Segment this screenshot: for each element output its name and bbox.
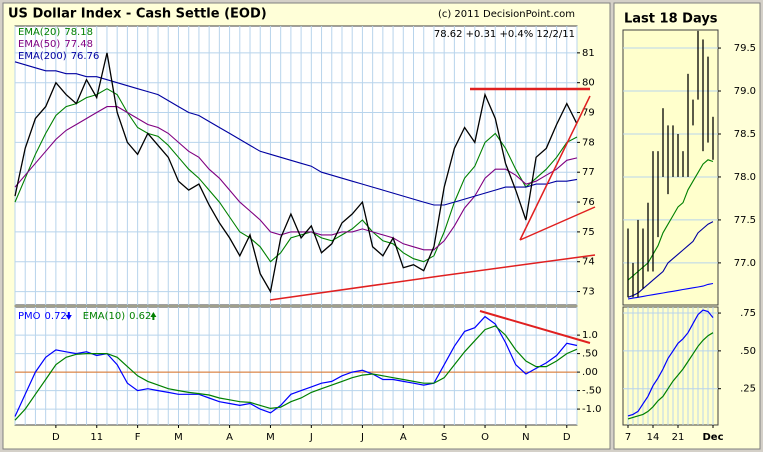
support-line <box>519 95 591 241</box>
y-tick-label: 79 <box>582 108 595 119</box>
x-tick-label: S <box>441 432 447 443</box>
legend-name: EMA(50) <box>18 39 60 50</box>
y-tick-label: 78.0 <box>734 172 756 183</box>
copyright: (c) 2011 DecisionPoint.com <box>438 9 575 20</box>
x-tick-label: F <box>135 432 141 443</box>
x-tick-label: N <box>522 432 529 443</box>
legend-value: 0.62 <box>129 311 151 322</box>
indicator-line <box>627 332 714 420</box>
side-price-panel <box>622 29 719 306</box>
y-tick-label: .50 <box>582 349 598 360</box>
chart-title: US Dollar Index - Cash Settle (EOD) <box>8 7 267 22</box>
price-line <box>14 52 578 294</box>
legend-name: EMA(200) <box>18 51 67 62</box>
ema-line <box>627 221 714 298</box>
x-tick-label: 21 <box>672 432 685 443</box>
side-title: Last 18 Days <box>624 12 718 27</box>
y-tick-label: .00 <box>582 367 598 378</box>
y-tick-label: .75 <box>740 308 756 319</box>
ema-line <box>627 159 714 281</box>
x-tick-label: M <box>174 432 183 443</box>
y-tick-label: -.50 <box>582 386 602 397</box>
x-tick-label: O <box>481 432 489 443</box>
support-line <box>439 254 596 277</box>
support-line <box>519 206 596 241</box>
x-tick-label: J <box>309 432 313 443</box>
trend-arrow <box>150 312 157 320</box>
price-panel <box>14 25 578 306</box>
x-tick-label: Dec <box>702 432 723 443</box>
x-tick-label: D <box>563 432 571 443</box>
legend-value: 78.18 <box>64 27 93 38</box>
legend-entry: EMA(50) 77.48 <box>18 39 93 50</box>
legend-entry: EMA(10) 0.62 <box>83 311 152 322</box>
x-tick-label: D <box>52 432 60 443</box>
ema-line <box>627 282 714 300</box>
legend-value: 77.48 <box>64 39 93 50</box>
ema-line <box>14 106 578 251</box>
legend-entry: PMO 0.72 <box>18 311 67 322</box>
indicator-line <box>627 309 714 417</box>
y-tick-label: 79.0 <box>734 86 756 97</box>
ema-line <box>14 88 578 263</box>
y-tick-label: 73 <box>582 287 595 298</box>
indicator-line <box>14 315 578 417</box>
quote: 78.62 +0.31 +0.4% 12/2/11 <box>434 29 575 40</box>
y-tick-label: 1.0 <box>582 330 598 341</box>
legend-name: PMO <box>18 311 41 322</box>
y-tick-label: 78 <box>582 137 595 148</box>
y-tick-label: 80 <box>582 78 595 89</box>
trend-arrow <box>65 312 72 320</box>
y-tick-label: 74 <box>582 257 595 268</box>
trendlines <box>269 87 596 344</box>
legend-value: 0.72 <box>45 311 67 322</box>
y-tick-label: .50 <box>740 346 756 357</box>
legend-name: EMA(10) <box>83 311 125 322</box>
x-tick-label: M <box>266 432 275 443</box>
y-tick-label: 81 <box>582 48 595 59</box>
side-pmo-panel <box>622 306 719 426</box>
y-tick-label: 78.5 <box>734 129 756 140</box>
chart-layer: 73 74 75 76 77 78 79 80 81 EMA(20) 78.18 EMA(50) 77.… <box>14 26 756 443</box>
y-tick-label: 77 <box>582 167 595 178</box>
legend-name: EMA(20) <box>18 27 60 38</box>
x-tick-label: J <box>360 432 364 443</box>
x-tick-label: 11 <box>90 432 103 443</box>
divergence-line <box>479 310 591 344</box>
x-tick-label: A <box>226 432 233 443</box>
ema-line <box>14 61 578 206</box>
legend-value: 76.76 <box>71 51 100 62</box>
x-tick-label: 7 <box>625 432 631 443</box>
legend-entry: EMA(20) 78.18 <box>18 27 93 38</box>
x-tick-label: A <box>400 432 407 443</box>
y-tick-label: -1.0 <box>582 404 602 415</box>
legend-entry: EMA(200) 76.76 <box>18 51 99 62</box>
y-tick-label: 76 <box>582 197 595 208</box>
y-tick-label: 77.5 <box>734 215 756 226</box>
indicator-line <box>14 325 578 421</box>
support-line <box>269 275 441 301</box>
y-tick-label: .25 <box>740 384 756 395</box>
y-tick-label: 75 <box>582 227 595 238</box>
y-tick-label: 79.5 <box>734 43 756 54</box>
y-tick-label: 77.0 <box>734 258 756 269</box>
pmo-panel <box>14 306 578 426</box>
x-tick-label: 14 <box>647 432 660 443</box>
